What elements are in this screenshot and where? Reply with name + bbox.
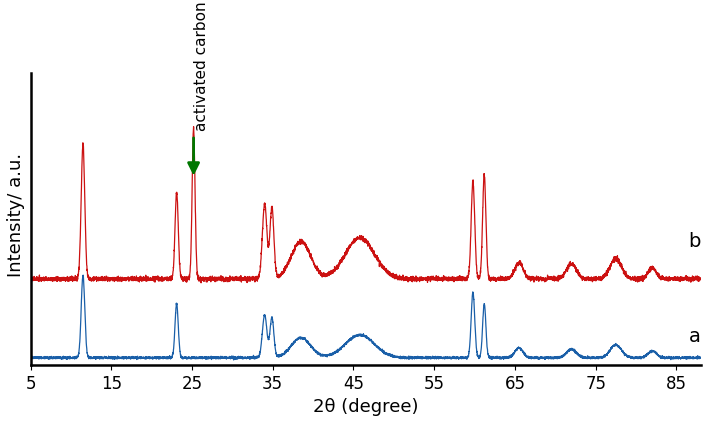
Text: activated carbon: activated carbon [194,1,209,131]
X-axis label: 2θ (degree): 2θ (degree) [313,398,418,416]
Y-axis label: Intensity/ a.u.: Intensity/ a.u. [7,153,25,277]
Text: a: a [689,327,700,346]
Text: b: b [689,232,701,251]
